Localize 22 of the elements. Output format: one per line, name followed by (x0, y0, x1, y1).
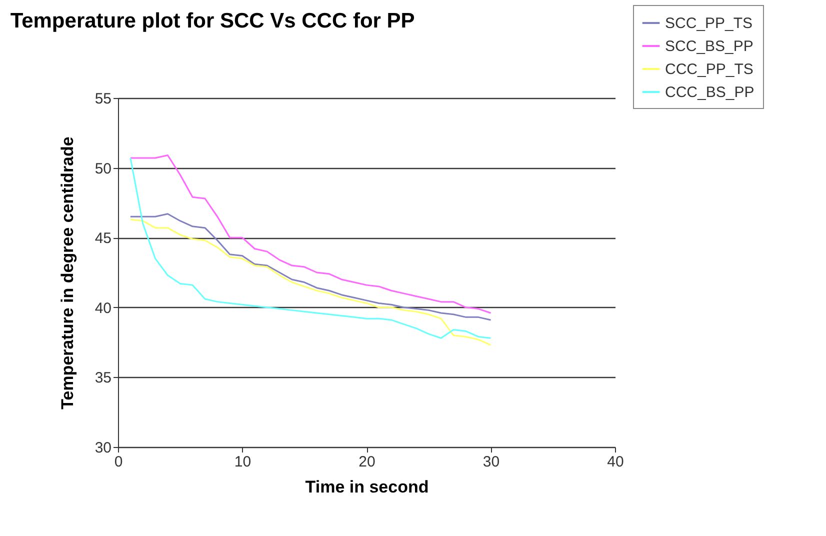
x-tick-label: 30 (482, 454, 500, 470)
legend-label: SCC_BS_PP (665, 38, 754, 55)
line-series (130, 213, 492, 321)
legend-label: CCC_PP_TS (665, 61, 754, 78)
x-tick-label: 0 (114, 454, 123, 470)
line-series (130, 157, 492, 339)
legend-label: CCC_BS_PP (665, 84, 754, 101)
legend-label: SCC_PP_TS (665, 15, 753, 32)
chart-title: Temperature plot for SCC Vs CCC for PP (10, 10, 415, 32)
y-tick-label: 40 (94, 300, 112, 317)
y-tick-label: 55 (94, 90, 112, 108)
line-series (130, 154, 492, 314)
y-tick-label: 50 (94, 160, 112, 178)
x-tick-label: 20 (358, 454, 376, 470)
y-tick-label: 30 (94, 440, 112, 456)
y-tick-label: 45 (94, 230, 112, 248)
line-series (130, 218, 492, 346)
x-tick-label: 40 (607, 454, 624, 470)
y-axis-title: Temperature in degree centidrade (58, 136, 77, 410)
y-tick-label: 35 (94, 370, 112, 387)
x-axis-title: Time in second (305, 478, 429, 496)
x-tick-label: 10 (234, 454, 252, 470)
